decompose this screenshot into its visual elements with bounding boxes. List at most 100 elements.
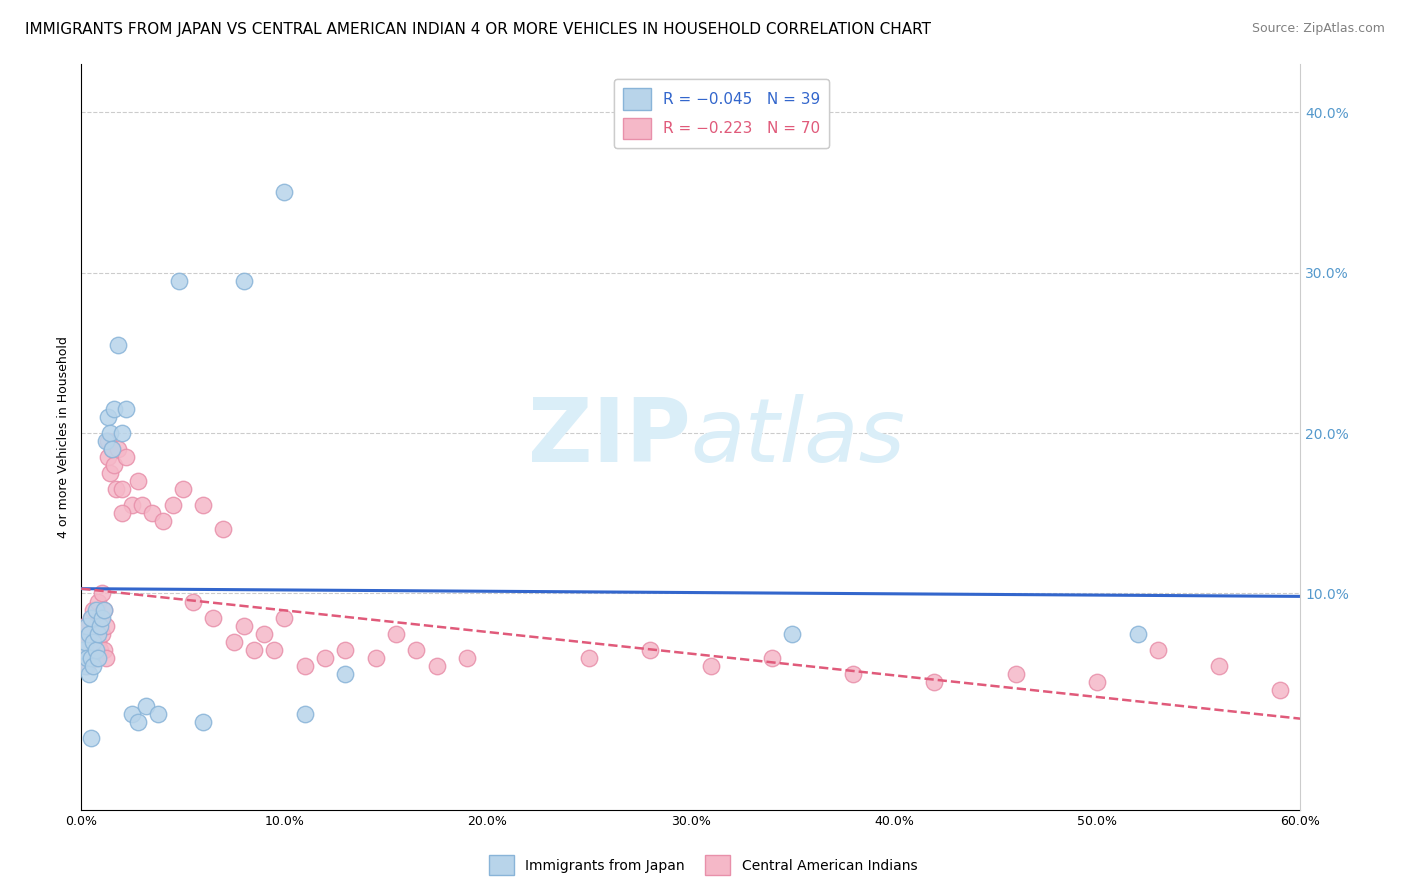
Point [94,618,117,632]
Point [700,658,723,673]
Legend: R = −0.045   N = 39, R = −0.223   N = 70: R = −0.045 N = 39, R = −0.223 N = 70 [614,79,830,148]
Point [127,474,149,488]
Point [98,425,121,440]
Point [152,514,174,528]
Point [1085,674,1108,689]
Point [162,498,184,512]
Point [842,666,865,681]
Point [253,626,276,640]
Point [1268,682,1291,697]
Point [94,650,117,665]
Point [121,706,143,721]
Point [273,610,295,624]
Point [89,610,111,624]
Point [75,634,97,648]
Point [90,626,112,640]
Y-axis label: 4 or more Vehicles in Household: 4 or more Vehicles in Household [58,336,70,538]
Text: Source: ZipAtlas.com: Source: ZipAtlas.com [1251,22,1385,36]
Point [84,650,107,665]
Point [84,602,107,616]
Point [104,482,127,496]
Point [103,458,125,472]
Point [72,650,94,665]
Point [1147,642,1170,657]
Point [148,706,170,721]
Point [1126,626,1149,640]
Text: atlas: atlas [690,394,905,480]
Point [82,634,104,648]
Point [79,666,101,681]
Point [76,634,98,648]
Point [578,650,600,665]
Point [89,642,111,657]
Point [86,650,108,665]
Point [80,634,103,648]
Point [172,482,194,496]
Point [335,642,357,657]
Point [80,610,103,624]
Point [107,442,129,456]
Point [75,658,97,673]
Point [243,642,266,657]
Legend: Immigrants from Japan, Central American Indians: Immigrants from Japan, Central American … [484,850,922,880]
Point [84,642,107,657]
Point [79,626,101,640]
Point [294,706,316,721]
Point [426,658,449,673]
Point [98,466,121,480]
Point [76,658,98,673]
Point [385,626,408,640]
Point [924,674,946,689]
Point [94,434,117,448]
Point [100,442,122,456]
Point [80,650,103,665]
Point [72,642,94,657]
Point [111,506,134,520]
Point [263,642,285,657]
Point [84,618,107,632]
Point [72,626,94,640]
Point [167,274,190,288]
Point [75,618,97,632]
Point [76,650,98,665]
Point [97,410,120,425]
Point [456,650,478,665]
Text: ZIP: ZIP [527,393,690,481]
Point [131,498,153,512]
Point [97,450,120,464]
Point [212,522,235,536]
Point [115,450,138,464]
Point [80,610,103,624]
Point [103,402,125,417]
Point [222,634,245,648]
Point [100,442,122,456]
Point [294,658,316,673]
Point [202,610,225,624]
Point [335,666,357,681]
Point [1208,658,1230,673]
Point [93,602,115,616]
Point [90,610,112,624]
Point [121,498,143,512]
Point [86,594,108,608]
Text: IMMIGRANTS FROM JAPAN VS CENTRAL AMERICAN INDIAN 4 OR MORE VEHICLES IN HOUSEHOLD: IMMIGRANTS FROM JAPAN VS CENTRAL AMERICA… [25,22,931,37]
Point [90,586,112,600]
Point [232,618,254,632]
Point [107,338,129,352]
Point [93,602,115,616]
Point [115,402,138,417]
Point [273,186,295,200]
Point [364,650,387,665]
Point [89,618,111,632]
Point [141,506,163,520]
Point [86,626,108,640]
Point [111,482,134,496]
Point [79,626,101,640]
Point [181,594,204,608]
Point [232,274,254,288]
Point [761,650,783,665]
Point [82,658,104,673]
Point [82,642,104,657]
Point [111,425,134,440]
Point [79,650,101,665]
